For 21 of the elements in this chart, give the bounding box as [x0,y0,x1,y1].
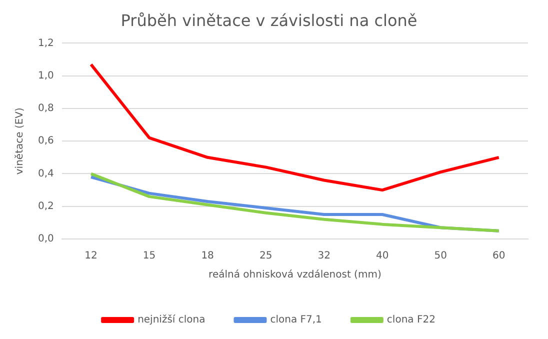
x-tick-label: 50 [434,250,447,262]
x-tick-label: 25 [259,250,272,262]
x-tick-label: 32 [318,250,330,262]
y-tick-label: 0,0 [38,234,54,245]
y-tick-label: 0,6 [38,136,54,147]
x-tick-label: 40 [376,250,389,262]
y-tick-label: 1,2 [38,38,54,49]
legend-label: nejnižší clona [138,314,206,326]
x-tick-label: 12 [84,250,98,262]
chart-title: Průběh vinětace v závislosti na cloně [120,10,418,30]
x-tick-label: 60 [492,250,506,262]
y-tick-label: 0,2 [38,200,54,212]
x-axis-title: reálná ohnisková vzdálenost (mm) [208,270,382,281]
y-tick-label: 0,4 [38,168,54,180]
y-tick-label: 0,8 [38,103,54,114]
x-tick-label: 18 [201,250,214,262]
legend-label: clona F7,1 [270,314,322,326]
legend-label: clona F22 [386,314,436,326]
y-axis-title: vinětace (EV) [14,107,26,175]
x-tick-label: 15 [142,250,156,262]
y-tick-label: 1,0 [38,70,54,82]
